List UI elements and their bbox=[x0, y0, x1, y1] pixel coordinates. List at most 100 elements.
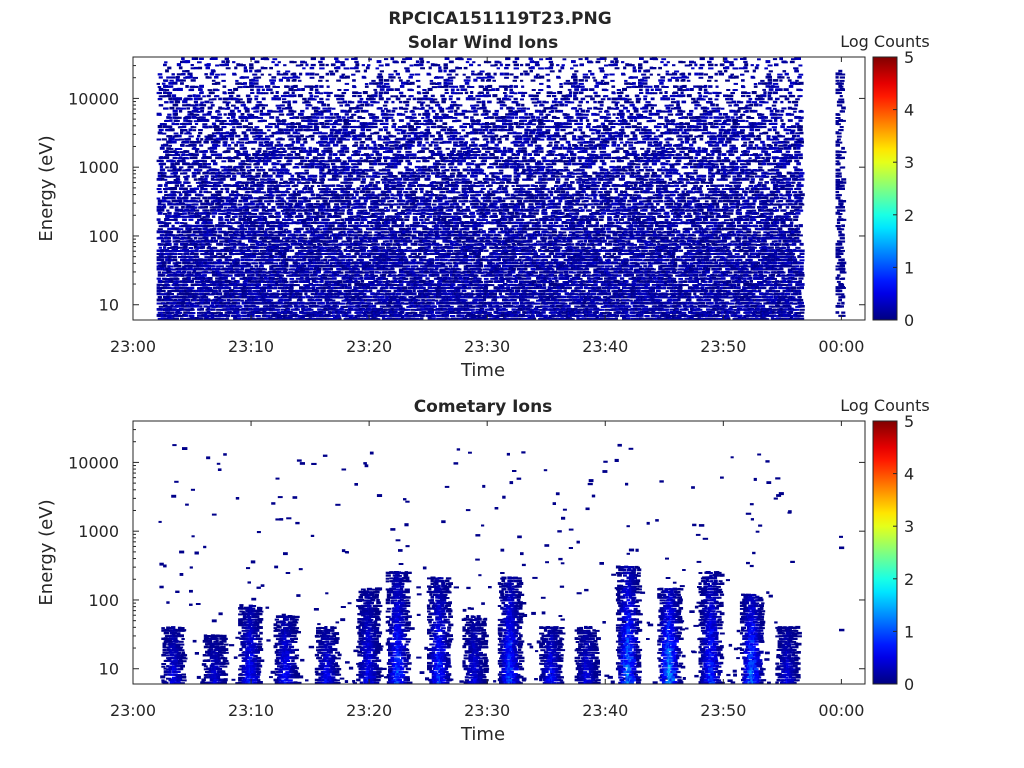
heatmap-cell bbox=[216, 137, 220, 141]
heatmap-cell bbox=[300, 265, 306, 268]
heatmap-cell bbox=[293, 234, 299, 237]
heatmap-cell bbox=[325, 163, 329, 166]
heatmap-cell bbox=[262, 119, 267, 122]
heatmap-cell bbox=[300, 60, 306, 64]
heatmap-cell bbox=[234, 169, 239, 172]
heatmap-cell bbox=[175, 240, 181, 243]
heatmap-cell bbox=[336, 184, 341, 187]
heatmap-cell bbox=[312, 228, 317, 231]
heatmap-cell bbox=[218, 205, 223, 209]
heatmap-cell bbox=[301, 177, 307, 181]
heatmap-cell bbox=[339, 212, 345, 215]
heatmap-cell bbox=[172, 236, 177, 240]
heatmap-cell bbox=[255, 315, 261, 317]
heatmap-cell bbox=[178, 283, 184, 286]
heatmap-cell bbox=[309, 188, 313, 191]
heatmap-cell bbox=[266, 224, 270, 228]
heatmap-cell bbox=[234, 230, 239, 234]
heatmap-cell bbox=[245, 86, 250, 88]
heatmap-cell bbox=[255, 273, 259, 277]
heatmap-cell bbox=[176, 116, 182, 119]
heatmap-cell bbox=[294, 135, 299, 138]
heatmap-cell bbox=[248, 224, 252, 228]
heatmap-cell bbox=[212, 227, 217, 231]
heatmap-cell bbox=[164, 194, 169, 197]
heatmap-cell bbox=[170, 304, 174, 308]
heatmap-cell bbox=[210, 57, 216, 60]
heatmap-cell bbox=[337, 246, 342, 249]
heatmap-cell bbox=[214, 187, 218, 191]
heatmap-cell bbox=[300, 270, 306, 274]
heatmap-cell bbox=[305, 156, 309, 160]
heatmap-cell bbox=[309, 206, 315, 209]
heatmap-cell bbox=[284, 290, 289, 293]
heatmap-cell bbox=[312, 132, 319, 135]
heatmap-cell bbox=[242, 153, 248, 156]
heatmap-cell bbox=[260, 224, 265, 228]
heatmap-cell bbox=[173, 132, 179, 135]
heatmap-cell bbox=[279, 280, 284, 283]
heatmap-cell bbox=[204, 135, 210, 138]
heatmap-cell bbox=[204, 171, 208, 175]
heatmap-cell bbox=[284, 224, 290, 228]
heatmap-cell bbox=[284, 76, 290, 79]
heatmap-cell bbox=[239, 165, 245, 169]
heatmap-cell bbox=[235, 151, 241, 154]
heatmap-cell bbox=[226, 305, 231, 308]
heatmap-cell bbox=[310, 261, 315, 265]
heatmap-cell bbox=[305, 165, 310, 169]
heatmap-cell bbox=[236, 187, 242, 190]
heatmap-cell bbox=[224, 122, 230, 125]
heatmap-cell bbox=[326, 314, 330, 317]
heatmap-cell bbox=[238, 293, 244, 296]
heatmap-cell bbox=[166, 301, 170, 305]
heatmap-cell bbox=[189, 112, 194, 116]
heatmap-cell bbox=[193, 299, 198, 302]
heatmap-cell bbox=[193, 296, 199, 299]
heatmap-cell bbox=[313, 128, 319, 132]
heatmap-cell bbox=[204, 209, 210, 212]
heatmap-cell bbox=[331, 314, 336, 317]
heatmap-cell bbox=[224, 258, 228, 262]
heatmap-cell bbox=[211, 215, 216, 218]
heatmap-cell bbox=[331, 184, 336, 187]
heatmap-cell bbox=[174, 206, 179, 209]
heatmap-cell bbox=[174, 162, 180, 166]
heatmap-cell bbox=[303, 305, 309, 308]
heatmap-cell bbox=[240, 64, 246, 67]
heatmap-cell bbox=[226, 314, 231, 317]
heatmap-cell bbox=[257, 169, 262, 172]
heatmap-cell bbox=[238, 125, 243, 129]
heatmap-cell bbox=[166, 258, 171, 262]
heatmap-cell bbox=[294, 270, 299, 274]
heatmap-cell bbox=[231, 253, 236, 255]
heatmap-cell bbox=[323, 268, 327, 271]
heatmap-cell bbox=[291, 151, 295, 154]
heatmap-cell bbox=[301, 182, 306, 185]
heatmap-cell bbox=[309, 237, 313, 240]
heatmap-cell bbox=[165, 149, 169, 153]
heatmap-cell bbox=[314, 73, 320, 76]
heatmap-cell bbox=[320, 292, 324, 296]
heatmap-cell bbox=[198, 194, 202, 197]
heatmap-cell bbox=[274, 252, 280, 255]
heatmap-cell bbox=[259, 276, 264, 280]
heatmap-cell bbox=[336, 308, 340, 311]
heatmap-cell bbox=[180, 151, 184, 154]
heatmap-cell bbox=[171, 199, 177, 203]
heatmap-cell bbox=[328, 153, 333, 156]
heatmap-cell bbox=[168, 243, 172, 246]
heatmap-cell bbox=[314, 84, 319, 88]
heatmap-cell bbox=[314, 126, 320, 129]
heatmap-cell bbox=[308, 85, 314, 88]
heatmap-cell bbox=[313, 95, 319, 98]
heatmap-cell bbox=[215, 224, 220, 228]
heatmap-cell bbox=[223, 175, 229, 178]
heatmap-cell bbox=[186, 119, 191, 122]
heatmap-cell bbox=[220, 122, 224, 126]
heatmap-cell bbox=[167, 271, 172, 274]
heatmap-cell bbox=[236, 100, 241, 104]
heatmap-cell bbox=[163, 240, 167, 243]
heatmap-cell bbox=[174, 151, 180, 154]
heatmap-cell bbox=[300, 143, 305, 147]
